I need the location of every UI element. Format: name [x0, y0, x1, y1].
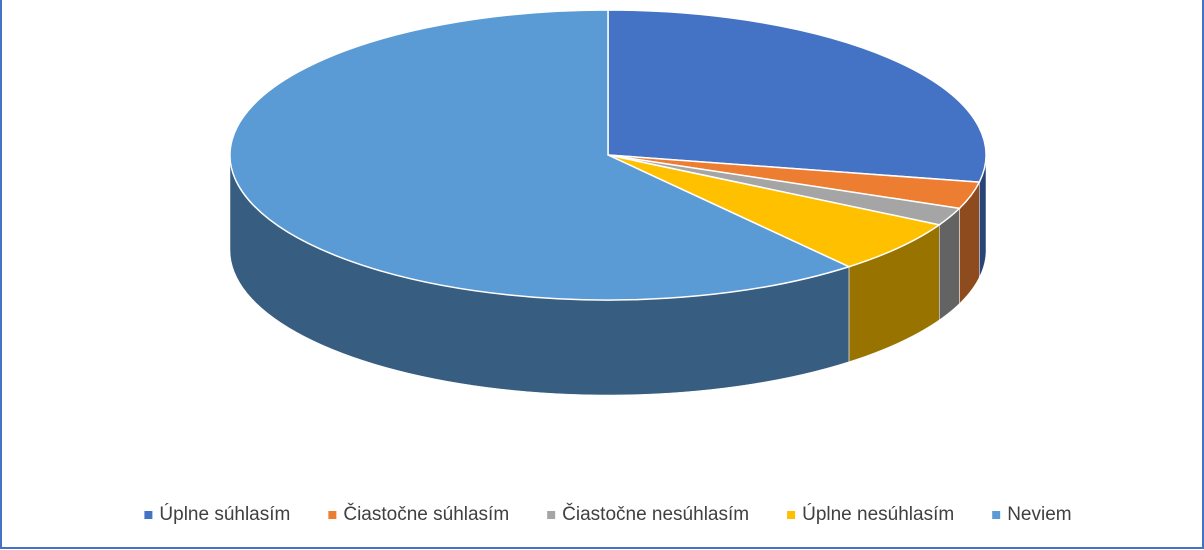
legend-label: Neviem — [1007, 504, 1071, 525]
legend-swatch — [547, 511, 556, 519]
pie-side — [938, 207, 960, 321]
legend-label: Čiastočne nesúhlasím — [562, 503, 749, 525]
pie-slice — [607, 154, 942, 268]
legend: Úplne súhlasím Čiastočne súhlasím Čiastočn… — [144, 503, 1072, 525]
pie-slice — [607, 9, 987, 183]
legend-swatch — [787, 511, 796, 519]
legend-swatch — [992, 511, 1001, 519]
legend-label: Úplne nesúhlasím — [802, 503, 954, 525]
legend-swatch — [144, 511, 153, 519]
legend-label: Čiastočne súhlasím — [343, 503, 509, 525]
legend-label: Úplne súhlasím — [159, 503, 290, 525]
legend-swatch — [328, 511, 337, 519]
pie-slice — [229, 9, 852, 301]
